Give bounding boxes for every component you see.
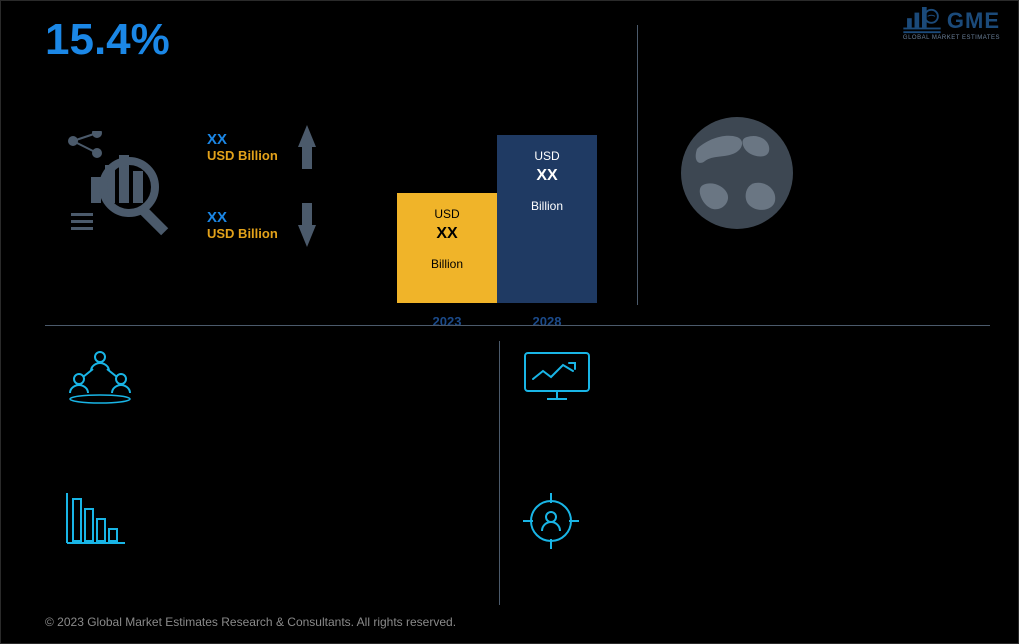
copyright-footer: © 2023 Global Market Estimates Research …	[45, 615, 456, 629]
declining-bars-icon	[65, 491, 129, 552]
bar-year2-cur: USD	[534, 149, 559, 163]
estimate-high: XX USD Billion	[207, 125, 316, 169]
bar-year2-value: XX	[536, 167, 557, 185]
brand-logo: GME	[903, 7, 1000, 35]
globe-icon	[677, 113, 797, 238]
estimate-low-unit: USD Billion	[207, 226, 278, 241]
bar-year1-cur: USD	[434, 207, 459, 221]
divider-horizontal	[45, 325, 990, 326]
cagr-value: 15.4%	[45, 15, 170, 65]
bar-year1: USD XX Billion	[397, 193, 497, 303]
estimate-high-unit: USD Billion	[207, 148, 278, 163]
logo-mark-icon	[903, 7, 941, 35]
bar-year2-unit: Billion	[531, 199, 563, 213]
bar-year1-label: 2023	[397, 314, 497, 329]
bar-year2: USD XX Billion	[497, 135, 597, 303]
monitor-trend-icon	[521, 349, 593, 410]
bar-year1-unit: Billion	[431, 257, 463, 271]
divider-vertical-bottom	[499, 341, 500, 605]
estimate-high-value: XX	[207, 131, 278, 148]
divider-vertical-top	[637, 25, 638, 305]
target-user-icon	[521, 491, 581, 556]
analytics-icon	[63, 131, 183, 246]
market-size-bars: USD XX Billion 2023 USD XX Billion 2028	[397, 113, 607, 303]
bar-year1-value: XX	[436, 225, 457, 243]
logo-text: GME	[947, 8, 1000, 34]
estimate-low-value: XX	[207, 209, 278, 226]
arrow-down-icon	[298, 203, 316, 247]
arrow-up-icon	[298, 125, 316, 169]
estimate-low: XX USD Billion	[207, 203, 316, 247]
logo-subtext: GLOBAL MARKET ESTIMATES	[903, 35, 1000, 41]
bar-year2-label: 2028	[497, 314, 597, 329]
players-icon	[65, 349, 135, 410]
